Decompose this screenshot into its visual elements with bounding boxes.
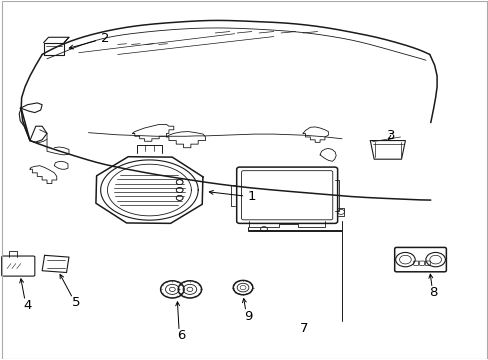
Text: 2: 2 [101, 32, 110, 45]
Text: 5: 5 [72, 296, 81, 309]
Text: 1: 1 [247, 190, 256, 203]
Text: 4: 4 [23, 299, 32, 312]
Text: 9: 9 [243, 310, 252, 323]
Text: 6: 6 [177, 329, 185, 342]
Text: 7: 7 [299, 322, 307, 335]
Text: 3: 3 [386, 129, 394, 142]
Text: 8: 8 [428, 287, 437, 300]
